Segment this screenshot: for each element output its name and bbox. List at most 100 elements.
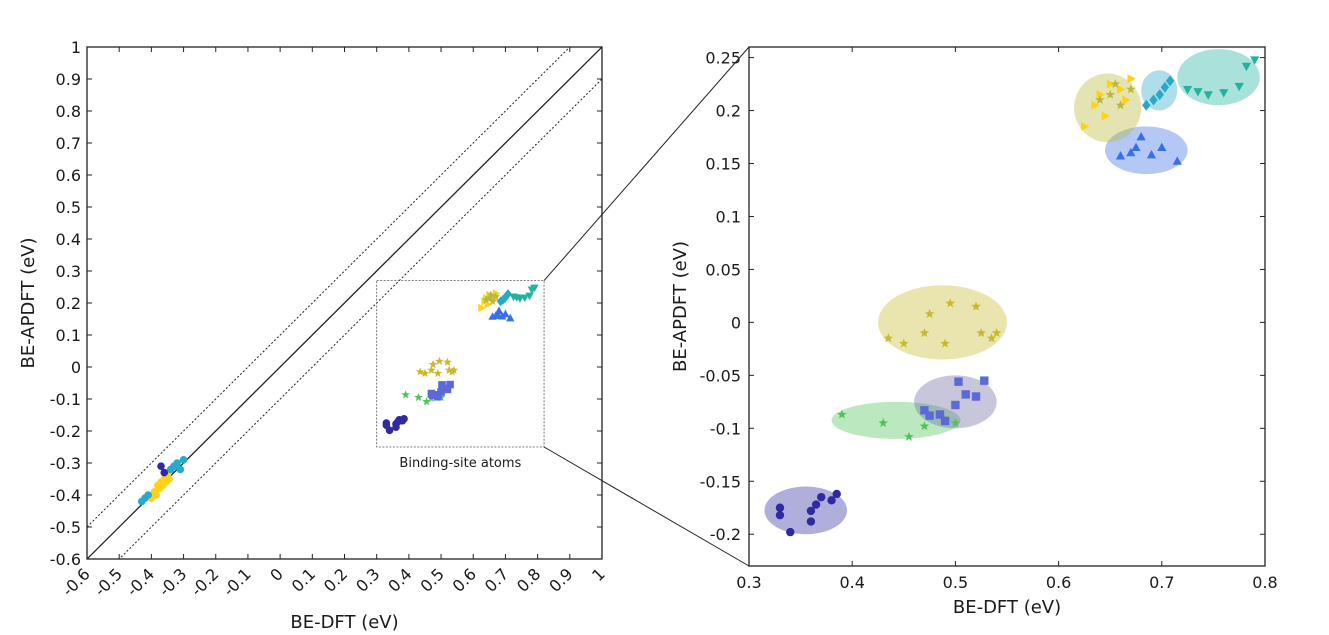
data-point xyxy=(1091,100,1100,110)
x-tick-label: 0.1 xyxy=(288,564,319,595)
x-tick-label: 0.4 xyxy=(384,564,415,595)
data-point xyxy=(924,308,935,318)
data-point xyxy=(478,303,486,312)
zoom-connector-bottom xyxy=(543,446,750,567)
data-point xyxy=(484,300,493,309)
data-point xyxy=(449,365,459,374)
data-point xyxy=(832,489,841,499)
data-point xyxy=(428,359,438,369)
y-axis-label: BE-APDFT (eV) xyxy=(670,241,691,372)
y-tick-label: 0.9 xyxy=(56,70,81,89)
zoom-region-box xyxy=(376,280,545,448)
data-point xyxy=(165,475,173,483)
y-tick-label: -0.3 xyxy=(50,454,81,473)
data-point xyxy=(919,421,930,431)
data-point xyxy=(904,431,914,441)
data-point xyxy=(1193,88,1203,97)
data-point xyxy=(433,368,443,378)
data-point xyxy=(1182,86,1193,95)
data-point xyxy=(837,409,847,419)
data-point xyxy=(971,392,981,401)
data-point xyxy=(1131,142,1141,151)
data-point xyxy=(530,284,539,293)
data-point xyxy=(945,298,956,308)
data-point xyxy=(1096,90,1105,100)
y-tick-label: -0.05 xyxy=(700,366,741,385)
data-point xyxy=(157,462,165,471)
data-point xyxy=(1126,84,1136,94)
data-point xyxy=(434,392,442,401)
data-point xyxy=(501,309,510,318)
x-tick-label: -0.3 xyxy=(155,564,191,600)
x-tick-label: 0.3 xyxy=(352,564,383,595)
data-point xyxy=(525,292,534,301)
data-point xyxy=(775,503,785,512)
y-tick-label: 1 xyxy=(71,38,81,57)
data-point xyxy=(420,368,430,378)
data-point xyxy=(1165,75,1175,87)
data-point xyxy=(940,338,950,348)
y-tick-label: 0.1 xyxy=(56,326,81,345)
x-tick-label: 0.6 xyxy=(449,564,480,595)
plot-frame xyxy=(748,46,1266,567)
data-point xyxy=(1106,79,1116,89)
x-tick-label: 0.5 xyxy=(416,564,447,595)
data-point xyxy=(446,380,454,389)
data-point xyxy=(935,410,945,419)
data-point xyxy=(1110,79,1121,89)
x-tick-label: 0.9 xyxy=(545,564,576,595)
data-point xyxy=(1241,62,1252,72)
data-point xyxy=(806,517,816,526)
data-point xyxy=(1117,84,1126,94)
y-tick-label: 0 xyxy=(71,358,81,377)
data-point xyxy=(1122,95,1131,105)
data-point xyxy=(811,500,821,509)
data-point xyxy=(817,492,826,502)
tolerance-line xyxy=(118,78,602,559)
data-point xyxy=(176,465,185,474)
data-point xyxy=(980,376,989,385)
data-point xyxy=(491,292,501,301)
y-tick-label: -0.1 xyxy=(50,390,81,409)
cluster-region xyxy=(1177,49,1260,106)
y-tick-label: 0 xyxy=(731,313,741,332)
data-point xyxy=(950,417,961,428)
data-point xyxy=(435,356,444,365)
zoom-connector-top xyxy=(543,46,750,281)
y-tick-label: -0.1 xyxy=(710,419,741,438)
data-point xyxy=(1172,156,1182,165)
data-point xyxy=(427,365,436,374)
main-scatter-chart: Binding-site atoms-0.6-0.5-0.4-0.3-0.2-0… xyxy=(18,38,609,633)
data-point xyxy=(878,417,888,428)
data-point xyxy=(1115,151,1126,160)
data-point xyxy=(827,496,836,505)
data-point xyxy=(504,289,512,299)
data-point xyxy=(179,456,188,464)
y-tick-label: 0.8 xyxy=(56,102,81,121)
data-point xyxy=(444,365,454,374)
parity-line xyxy=(87,47,602,559)
y-tick-label: -0.4 xyxy=(50,486,81,505)
data-point xyxy=(414,392,423,402)
data-point xyxy=(954,377,963,386)
x-tick-label: 0.6 xyxy=(1046,573,1071,592)
data-point xyxy=(1095,94,1105,105)
y-tick-label: 0.2 xyxy=(716,102,741,121)
data-point xyxy=(422,397,431,406)
data-point xyxy=(400,415,408,423)
data-point xyxy=(1234,82,1244,92)
data-point xyxy=(494,306,504,315)
x-tick-label: 0.4 xyxy=(839,573,864,592)
y-tick-label: 0.2 xyxy=(56,294,81,313)
data-point xyxy=(1219,89,1229,98)
data-point xyxy=(940,416,950,426)
x-axis-label: BE-DFT (eV) xyxy=(953,597,1061,618)
cluster-region xyxy=(1074,73,1142,143)
data-point xyxy=(415,367,425,376)
y-tick-label: 0.25 xyxy=(705,49,741,68)
data-point xyxy=(1081,121,1090,132)
data-point xyxy=(986,333,997,343)
data-point xyxy=(951,400,960,410)
data-point xyxy=(1203,91,1213,100)
